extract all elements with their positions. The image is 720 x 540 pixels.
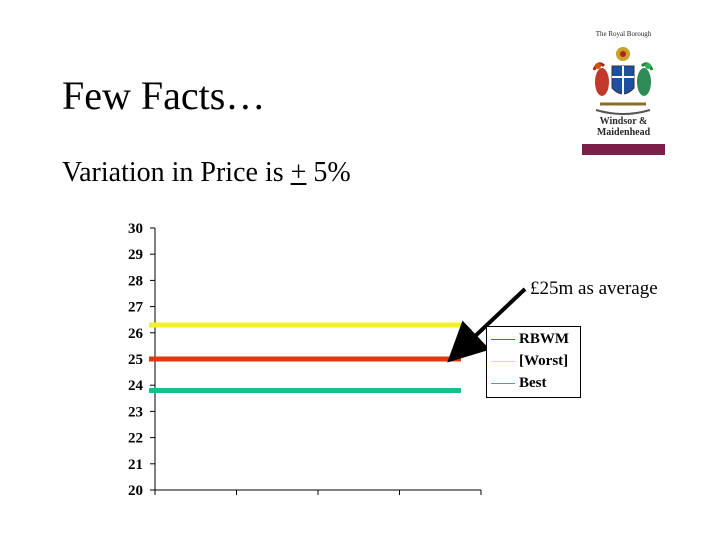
legend-swatch-best (491, 382, 515, 384)
y-tick-label: 23 (128, 404, 143, 420)
y-tick-label: 25 (128, 352, 143, 368)
y-tick-label: 24 (128, 378, 144, 394)
plus-minus-sign: + (290, 157, 307, 188)
y-tick-label: 28 (128, 273, 143, 289)
legend-label-worst: [Worst] (519, 352, 569, 369)
y-tick-label: 21 (128, 457, 143, 473)
annotation-arrow (447, 287, 527, 363)
logo-top-text: The Royal Borough (595, 30, 652, 38)
coat-of-arms-icon (592, 47, 654, 115)
legend-label-best: Best (519, 374, 547, 391)
legend-swatch-worst (491, 360, 515, 362)
y-tick-label: 29 (128, 247, 143, 263)
legend-label-rbwm: RBWM (519, 330, 569, 347)
y-tick-label: 30 (128, 221, 143, 237)
average-annotation: £25m as average (530, 278, 658, 299)
chart-legend: RBWM [Worst] Best (486, 326, 581, 398)
slide-title: Few Facts… (62, 73, 266, 118)
slide-subtitle: Variation in Price is + 5% (62, 155, 351, 191)
y-tick-label: 22 (128, 431, 143, 447)
logo-name-line1: Windsor & (599, 116, 648, 127)
y-tick-label: 27 (128, 300, 144, 316)
legend-item-worst: [Worst] (491, 351, 568, 371)
subtitle-prefix: Variation in Price is (62, 157, 291, 188)
legend-item-rbwm: RBWM (491, 329, 569, 349)
subtitle-suffix: 5% (306, 157, 351, 188)
y-tick-label: 20 (128, 483, 143, 499)
legend-swatch-rbwm (491, 338, 515, 340)
legend-item-best: Best (491, 373, 547, 393)
logo-name-line2: Maidenhead (596, 127, 651, 138)
logo-bar (582, 144, 665, 155)
y-tick-label: 26 (128, 326, 144, 342)
logo-name: Windsor & Maidenhead (582, 116, 665, 138)
borough-logo: The Royal Borough Windsor & Maidenhead (582, 30, 665, 155)
